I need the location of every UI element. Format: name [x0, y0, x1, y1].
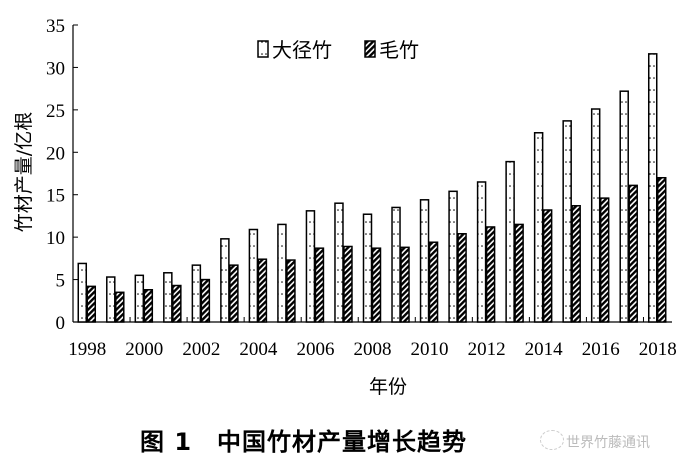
y-tick-label: 25 — [46, 101, 65, 122]
bars — [77, 53, 667, 323]
legend-label-large-bamboo: 大径竹 — [272, 38, 332, 62]
bar-large-bamboo-2007 — [334, 202, 344, 323]
x-tick-label: 2008 — [354, 339, 392, 360]
bar-large-bamboo-2010 — [419, 199, 430, 323]
bar-moso-bamboo-2014 — [542, 209, 553, 323]
bar-moso-bamboo-2001 — [172, 284, 182, 323]
bar-chart: 0 5 10 15 20 25 30 35 1998 2000 2002 2004 2006 2008 2… — [13, 16, 677, 398]
bar-moso-bamboo-2010 — [428, 241, 439, 323]
bar-large-bamboo-2001 — [163, 272, 173, 323]
bar-large-bamboo-2014 — [533, 132, 544, 323]
bar-large-bamboo-2012 — [476, 181, 487, 323]
legend: 大径竹 毛竹 — [257, 38, 419, 62]
bar-moso-bamboo-2013 — [514, 223, 524, 323]
x-tick-label: 2004 — [239, 339, 278, 360]
bar-large-bamboo-2000 — [134, 274, 145, 323]
bar-large-bamboo-2018 — [647, 53, 658, 323]
bar-moso-bamboo-2000 — [143, 289, 154, 323]
legend-label-moso-bamboo: 毛竹 — [379, 38, 419, 62]
bar-moso-bamboo-1998 — [86, 285, 97, 323]
y-tick-label: 30 — [46, 58, 65, 79]
bar-moso-bamboo-2005 — [286, 259, 296, 323]
bar-large-bamboo-2017 — [619, 90, 629, 323]
bar-large-bamboo-2013 — [505, 160, 515, 323]
bar-moso-bamboo-2015 — [571, 204, 581, 323]
bar-moso-bamboo-2018 — [656, 176, 667, 323]
x-axis: 1998 2000 2002 2004 2006 2008 2010 2012 2014 2016… — [68, 317, 677, 360]
y-tick-label: 15 — [46, 186, 65, 207]
x-tick-label: 1998 — [68, 339, 106, 360]
y-tick-label: 35 — [46, 16, 65, 37]
wechat-logo-icon — [540, 430, 564, 450]
x-tick-label: 2010 — [411, 339, 449, 360]
bar-large-bamboo-2005 — [277, 223, 287, 323]
x-tick-label: 2000 — [125, 339, 163, 360]
legend-swatch-large-bamboo — [257, 40, 269, 58]
x-tick-label: 2006 — [296, 339, 334, 360]
bar-moso-bamboo-1999 — [115, 291, 125, 323]
y-tick-label: 20 — [46, 143, 65, 164]
bar-large-bamboo-2003 — [220, 238, 230, 323]
bar-large-bamboo-2006 — [305, 210, 316, 323]
bar-moso-bamboo-2003 — [229, 264, 239, 323]
y-tick-label: 5 — [56, 271, 66, 292]
bar-large-bamboo-2011 — [448, 190, 458, 323]
bar-moso-bamboo-2008 — [371, 247, 382, 323]
bar-large-bamboo-2015 — [562, 120, 572, 323]
bar-moso-bamboo-2012 — [485, 226, 496, 323]
x-tick-label: 2012 — [468, 339, 506, 360]
bar-large-bamboo-2009 — [391, 206, 401, 323]
x-tick-label: 2016 — [582, 339, 620, 360]
legend-swatch-moso-bamboo — [364, 40, 376, 58]
watermark: 世界竹藤通讯 — [566, 435, 650, 451]
bar-moso-bamboo-2002 — [200, 278, 211, 323]
bar-moso-bamboo-2017 — [628, 184, 638, 323]
x-tick-label: 2002 — [182, 339, 220, 360]
y-tick-label: 0 — [56, 313, 66, 334]
bar-moso-bamboo-2004 — [257, 258, 268, 323]
y-axis-title: 竹材产量/亿根 — [13, 112, 35, 232]
y-tick-label: 10 — [46, 228, 65, 249]
figure-caption: 图 1 中国竹材产量增长趋势 — [140, 428, 468, 456]
x-axis-title: 年份 — [369, 376, 407, 398]
x-tick-label: 2018 — [639, 339, 677, 360]
bar-large-bamboo-2016 — [590, 108, 601, 323]
bar-large-bamboo-2002 — [191, 264, 202, 323]
x-tick-label: 2014 — [525, 339, 564, 360]
bar-moso-bamboo-2016 — [599, 197, 610, 323]
bar-large-bamboo-2004 — [248, 228, 259, 323]
y-axis: 0 5 10 15 20 25 30 35 — [46, 16, 78, 334]
bar-large-bamboo-2008 — [362, 213, 373, 323]
bar-large-bamboo-1999 — [106, 276, 116, 323]
bar-moso-bamboo-2006 — [314, 247, 325, 323]
bar-moso-bamboo-2007 — [343, 245, 353, 323]
bar-moso-bamboo-2011 — [457, 232, 467, 323]
bar-large-bamboo-1998 — [77, 262, 88, 323]
bar-moso-bamboo-2009 — [400, 246, 410, 323]
